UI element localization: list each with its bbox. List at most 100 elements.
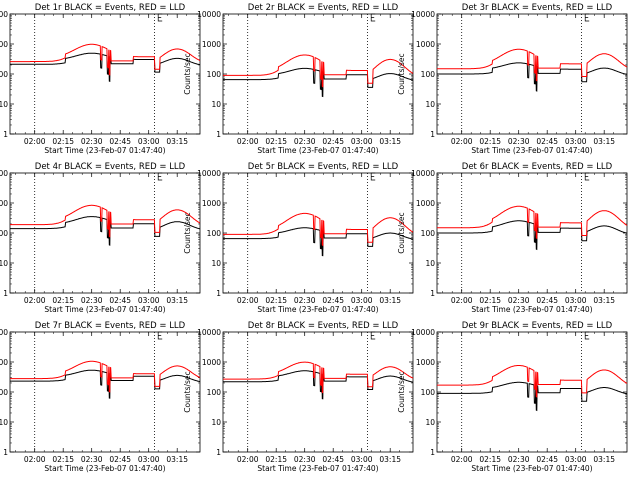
lld-series-line bbox=[437, 365, 628, 398]
events-series-line bbox=[10, 216, 201, 246]
y-tick-label: 10000 bbox=[0, 328, 8, 337]
x-tick-label: 02:45 bbox=[536, 455, 558, 464]
x-tick-label: 03:00 bbox=[565, 455, 587, 464]
y-tick-label: 10 bbox=[211, 259, 221, 268]
x-tick-label: 03:00 bbox=[351, 296, 373, 305]
y-axis-label: Counts/sec bbox=[183, 371, 192, 412]
y-tick-label: 100 bbox=[421, 229, 436, 238]
y-tick-label: 10 bbox=[211, 418, 221, 427]
x-axis-label: Start Time (23-Feb-07 01:47:40) bbox=[44, 146, 165, 155]
x-tick-label: 02:45 bbox=[109, 137, 131, 146]
events-series-line bbox=[223, 370, 413, 400]
x-axis-label: Start Time (23-Feb-07 01:47:40) bbox=[471, 464, 592, 473]
y-tick-label: 1000 bbox=[0, 40, 8, 49]
x-tick-label: 02:15 bbox=[479, 296, 501, 305]
events-series-line bbox=[223, 67, 414, 98]
plot-frame bbox=[9, 331, 201, 453]
plot-frame bbox=[9, 13, 201, 135]
panel-6: Det 6r BLACK = Events, RED = LLD 1 10 100 10… bbox=[397, 162, 628, 314]
x-tick-label: 02:15 bbox=[52, 296, 74, 305]
x-tick-label: 02:30 bbox=[81, 137, 103, 146]
x-tick-label: 02:30 bbox=[508, 137, 530, 146]
x-tick-label: 02:15 bbox=[479, 137, 501, 146]
lld-series-line bbox=[10, 43, 201, 76]
x-tick-label: 02:45 bbox=[322, 296, 344, 305]
eclipse-marker bbox=[157, 13, 163, 22]
x-tick-label: 02:30 bbox=[508, 296, 530, 305]
x-tick-label: 02:00 bbox=[237, 296, 259, 305]
x-tick-label: 03:15 bbox=[593, 296, 615, 305]
x-axis-label: Start Time (23-Feb-07 01:47:40) bbox=[257, 464, 378, 473]
y-tick-label: 10000 bbox=[0, 169, 8, 178]
y-tick-label: 1 bbox=[216, 289, 221, 298]
x-tick-label: 02:15 bbox=[52, 137, 74, 146]
x-tick-label: 02:00 bbox=[24, 137, 46, 146]
plot-frame bbox=[9, 172, 201, 294]
y-tick-label: 1 bbox=[216, 130, 221, 139]
x-tick-label: 02:45 bbox=[322, 455, 344, 464]
panel-title: Det 5r BLACK = Events, RED = LLD bbox=[248, 162, 399, 172]
y-tick-label: 10 bbox=[0, 418, 8, 427]
panel-2: Det 2r BLACK = Events, RED = LLD 1 10 100 10… bbox=[183, 3, 414, 155]
y-tick-label: 10 bbox=[425, 100, 435, 109]
y-tick-label: 1000 bbox=[202, 358, 221, 367]
x-tick-label: 02:30 bbox=[294, 296, 316, 305]
y-tick-label: 1 bbox=[216, 448, 221, 457]
y-tick-label: 1000 bbox=[416, 358, 435, 367]
y-tick-label: 1 bbox=[3, 130, 8, 139]
eclipse-marker bbox=[370, 172, 376, 181]
y-tick-label: 10000 bbox=[411, 169, 435, 178]
y-tick-label: 1000 bbox=[202, 40, 221, 49]
x-tick-label: 02:00 bbox=[451, 296, 473, 305]
y-axis-label: Counts/sec bbox=[183, 53, 192, 94]
x-tick-label: 02:15 bbox=[479, 455, 501, 464]
y-tick-label: 100 bbox=[0, 229, 8, 238]
x-tick-label: 03:15 bbox=[166, 296, 188, 305]
y-axis-label: Counts/sec bbox=[397, 371, 406, 412]
panel-title: Det 6r BLACK = Events, RED = LLD bbox=[462, 162, 613, 172]
y-tick-label: 10 bbox=[0, 100, 8, 109]
lld-series-line bbox=[223, 54, 414, 88]
lld-series-line bbox=[437, 205, 628, 240]
panel-4: Det 4r BLACK = Events, RED = LLD 1 10 100 10… bbox=[0, 162, 201, 314]
eclipse-marker bbox=[370, 13, 376, 22]
x-tick-label: 02:45 bbox=[536, 137, 558, 146]
y-tick-label: 10000 bbox=[411, 10, 435, 19]
y-tick-label: 1 bbox=[430, 130, 435, 139]
x-tick-label: 02:45 bbox=[109, 455, 131, 464]
x-tick-label: 02:30 bbox=[294, 137, 316, 146]
events-series-line bbox=[10, 52, 201, 83]
y-tick-label: 10000 bbox=[197, 328, 221, 337]
x-tick-label: 03:00 bbox=[138, 455, 160, 464]
events-series-line bbox=[10, 369, 201, 399]
panel-title: Det 1r BLACK = Events, RED = LLD bbox=[35, 3, 186, 13]
x-tick-label: 02:30 bbox=[508, 455, 530, 464]
x-tick-label: 02:00 bbox=[24, 455, 46, 464]
panel-title: Det 3r BLACK = Events, RED = LLD bbox=[462, 3, 613, 13]
panel-title: Det 7r BLACK = Events, RED = LLD bbox=[35, 321, 186, 331]
x-tick-label: 03:00 bbox=[565, 296, 587, 305]
y-tick-label: 100 bbox=[421, 388, 436, 397]
eclipse-marker bbox=[584, 13, 590, 22]
y-tick-label: 10000 bbox=[197, 10, 221, 19]
y-tick-label: 1000 bbox=[0, 199, 8, 208]
y-tick-label: 100 bbox=[0, 388, 8, 397]
eclipse-marker bbox=[370, 331, 376, 340]
x-tick-label: 02:00 bbox=[451, 137, 473, 146]
lld-series-line bbox=[10, 360, 201, 393]
x-axis-label: Start Time (23-Feb-07 01:47:40) bbox=[257, 146, 378, 155]
panel-9: Det 9r BLACK = Events, RED = LLD 1 10 100 10… bbox=[397, 321, 628, 473]
lld-series-line bbox=[437, 48, 628, 82]
y-tick-label: 100 bbox=[207, 229, 222, 238]
events-series-line bbox=[437, 381, 628, 412]
plot-frame bbox=[222, 331, 414, 453]
y-tick-label: 100 bbox=[207, 70, 222, 79]
x-tick-label: 02:30 bbox=[294, 455, 316, 464]
x-tick-label: 02:45 bbox=[536, 296, 558, 305]
y-axis-label: Counts/sec bbox=[183, 212, 192, 253]
x-tick-label: 02:00 bbox=[237, 455, 259, 464]
x-tick-label: 02:00 bbox=[451, 455, 473, 464]
panel-title: Det 2r BLACK = Events, RED = LLD bbox=[248, 3, 399, 13]
x-tick-label: 03:15 bbox=[166, 455, 188, 464]
